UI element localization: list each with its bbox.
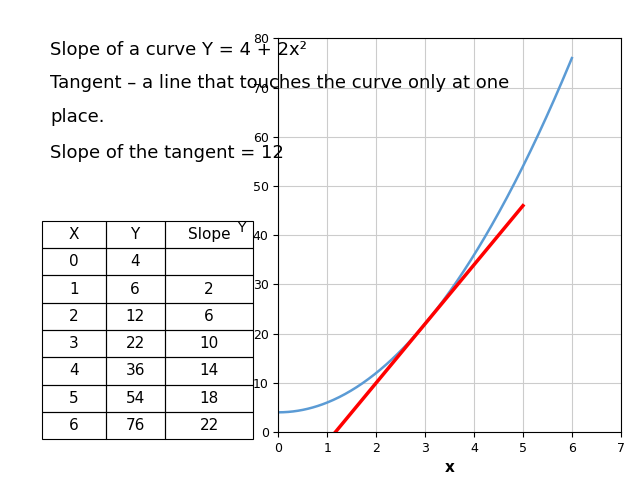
Bar [164, 412, 253, 439]
Bar [42, 357, 106, 384]
Bar [42, 303, 106, 330]
Text: 6: 6 [69, 418, 79, 433]
Text: 6: 6 [131, 282, 140, 297]
Bar [106, 330, 164, 357]
Text: Slope: Slope [188, 227, 230, 242]
Text: 4: 4 [131, 254, 140, 269]
Text: 2: 2 [204, 282, 214, 297]
Text: 54: 54 [125, 391, 145, 406]
Y-axis label: Y: Y [237, 221, 246, 235]
Bar [106, 221, 164, 248]
Text: 22: 22 [125, 336, 145, 351]
Text: 1: 1 [69, 282, 79, 297]
Bar [42, 276, 106, 303]
Bar [106, 384, 164, 412]
Text: 14: 14 [200, 363, 219, 378]
Text: 2: 2 [69, 309, 79, 324]
Text: Y: Y [131, 227, 140, 242]
Bar [164, 384, 253, 412]
Text: 4: 4 [69, 363, 79, 378]
Text: Slope of the tangent = 12: Slope of the tangent = 12 [50, 144, 284, 162]
Text: 76: 76 [125, 418, 145, 433]
Bar [106, 276, 164, 303]
Bar [164, 248, 253, 276]
Text: 12: 12 [125, 309, 145, 324]
Bar [42, 384, 106, 412]
Text: 5: 5 [69, 391, 79, 406]
Bar [106, 412, 164, 439]
Bar [42, 412, 106, 439]
Text: 22: 22 [200, 418, 219, 433]
Bar [164, 303, 253, 330]
Text: X: X [68, 227, 79, 242]
Bar [106, 248, 164, 276]
Text: 6: 6 [204, 309, 214, 324]
Text: 3: 3 [69, 336, 79, 351]
Bar [164, 276, 253, 303]
Text: 18: 18 [200, 391, 219, 406]
Text: Tangent – a line that touches the curve only at one: Tangent – a line that touches the curve … [50, 74, 509, 93]
Bar [106, 303, 164, 330]
Bar [106, 357, 164, 384]
Bar [42, 330, 106, 357]
Bar [164, 357, 253, 384]
Text: Slope of a curve Y = 4 + 2x²: Slope of a curve Y = 4 + 2x² [50, 41, 307, 59]
X-axis label: x: x [445, 460, 454, 475]
Text: 36: 36 [125, 363, 145, 378]
Bar [164, 221, 253, 248]
Bar [164, 330, 253, 357]
Text: place.: place. [50, 108, 104, 126]
Text: 0: 0 [69, 254, 79, 269]
Bar [42, 248, 106, 276]
Bar [42, 221, 106, 248]
Text: 10: 10 [200, 336, 219, 351]
